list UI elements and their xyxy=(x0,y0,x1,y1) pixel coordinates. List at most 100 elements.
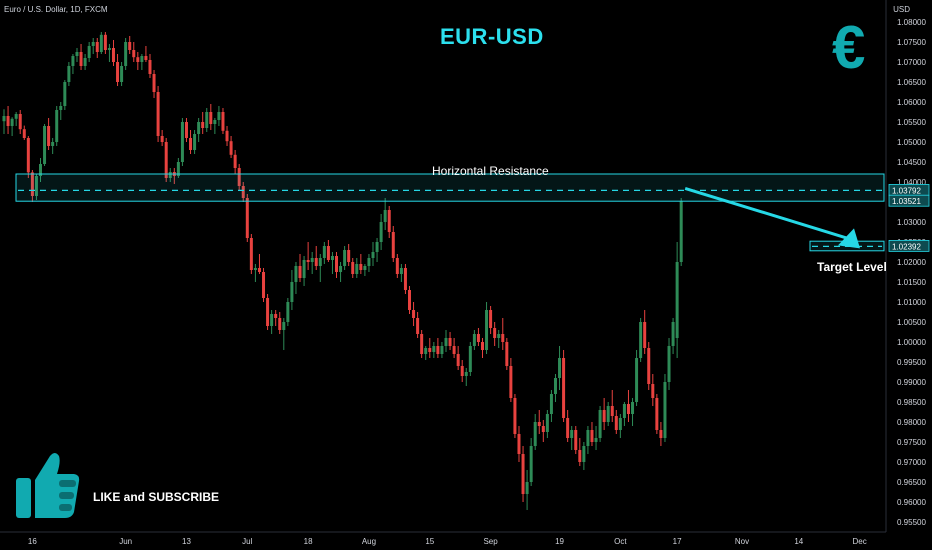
candle-body xyxy=(432,346,436,352)
candle-body xyxy=(464,372,468,376)
candle-body xyxy=(148,60,152,74)
price-tick-label: 0.95500 xyxy=(897,518,926,527)
candle-body xyxy=(525,482,529,494)
candle-body xyxy=(513,398,517,434)
candle-body xyxy=(553,378,557,394)
price-tags: 1.03792 1.03521 1.02392 xyxy=(888,183,930,252)
candle-body xyxy=(440,346,444,354)
candle-body xyxy=(83,58,87,66)
candle-body xyxy=(136,57,140,62)
candle-body xyxy=(55,110,59,142)
candle-body xyxy=(651,384,655,398)
time-tick-label: Sep xyxy=(483,537,498,546)
candle-body xyxy=(306,260,310,262)
candle-body xyxy=(209,112,213,124)
price-tick-label: 1.01000 xyxy=(897,298,926,307)
time-axis[interactable]: 16 Jun 13 Jul 18 Aug 15 Sep 19 Oct 17 Nov 14 Dec xyxy=(28,537,867,546)
candle-body xyxy=(655,398,659,430)
candle-body xyxy=(294,266,298,282)
euro-icon: € xyxy=(832,14,866,81)
candle-body xyxy=(355,264,359,274)
price-tag-label: 1.02392 xyxy=(892,242,921,251)
resistance-label: Horizontal Resistance xyxy=(432,164,549,178)
candle-body xyxy=(456,354,460,366)
candle-body xyxy=(647,348,651,384)
candle-body xyxy=(233,154,237,168)
price-tick-label: 1.07500 xyxy=(897,38,926,47)
candle-body xyxy=(322,246,326,258)
candle-body xyxy=(120,66,124,82)
candle-body xyxy=(160,136,164,142)
price-tick-label: 0.97500 xyxy=(897,438,926,447)
candle-body xyxy=(383,210,387,222)
candle-body xyxy=(282,322,286,330)
candle-body xyxy=(51,142,55,146)
candle-body xyxy=(562,358,566,418)
candle-body xyxy=(351,262,355,274)
time-tick-label: 19 xyxy=(555,537,564,546)
candle-body xyxy=(156,92,160,136)
candle-body xyxy=(618,418,622,430)
candle-body xyxy=(545,414,549,432)
candle-body xyxy=(663,382,667,438)
price-tick-label: 0.98000 xyxy=(897,418,926,427)
candle-body xyxy=(452,346,456,354)
candle-body xyxy=(639,322,643,358)
candle-body xyxy=(367,258,371,266)
candle-body xyxy=(26,138,30,173)
candle-body xyxy=(493,328,497,338)
candle-body xyxy=(10,118,14,126)
candle-body xyxy=(667,346,671,382)
candle-body xyxy=(335,256,339,272)
candle-body xyxy=(197,122,201,134)
price-tick-label: 1.01500 xyxy=(897,278,926,287)
candle-body xyxy=(124,42,128,66)
candle-body xyxy=(286,302,290,322)
time-tick-label: Nov xyxy=(735,537,749,546)
time-tick-label: 14 xyxy=(794,537,803,546)
price-axis[interactable]: 1.08000 1.07500 1.07000 1.06500 1.06000 1.055… xyxy=(897,18,926,527)
candle-body xyxy=(310,258,314,262)
price-tick-label: 0.99500 xyxy=(897,358,926,367)
candle-body xyxy=(659,430,663,438)
candle-body xyxy=(424,348,428,354)
candle-body xyxy=(428,348,432,352)
price-tick-label: 1.06500 xyxy=(897,78,926,87)
candle-body xyxy=(476,334,480,342)
candle-body xyxy=(79,52,83,66)
candle-body xyxy=(22,129,26,138)
symbol-label: Euro / U.S. Dollar, 1D, FXCM xyxy=(4,5,108,14)
subscribe-cta[interactable]: LIKE and SUBSCRIBE xyxy=(93,490,220,504)
candle-body xyxy=(517,434,521,454)
time-tick-label: Aug xyxy=(362,537,376,546)
candle-body xyxy=(205,112,209,128)
candle-body xyxy=(164,142,168,178)
candle-body xyxy=(412,310,416,318)
candle-body xyxy=(241,186,245,198)
time-tick-label: 17 xyxy=(673,537,682,546)
candle-body xyxy=(18,114,22,130)
time-tick-label: 18 xyxy=(304,537,313,546)
candle-body xyxy=(140,56,144,62)
candle-body xyxy=(278,318,282,330)
candle-body xyxy=(75,52,79,56)
candle-body xyxy=(614,416,618,430)
candle-body xyxy=(566,418,570,438)
candle-body xyxy=(237,168,241,186)
thumbs-up-icon[interactable] xyxy=(14,448,82,522)
candle-body xyxy=(43,126,47,164)
candle-body xyxy=(63,82,67,106)
candle-body xyxy=(217,112,221,120)
candle-body xyxy=(509,366,513,398)
candle-body xyxy=(213,120,217,124)
candle-body xyxy=(675,262,679,338)
candle-body xyxy=(184,122,188,138)
candle-body xyxy=(586,430,590,446)
candle-body xyxy=(371,252,375,258)
candle-body xyxy=(339,266,343,272)
arrow-head xyxy=(838,228,860,249)
candle-body xyxy=(201,122,205,128)
price-tick-label: 1.02000 xyxy=(897,258,926,267)
candle-body xyxy=(582,446,586,462)
